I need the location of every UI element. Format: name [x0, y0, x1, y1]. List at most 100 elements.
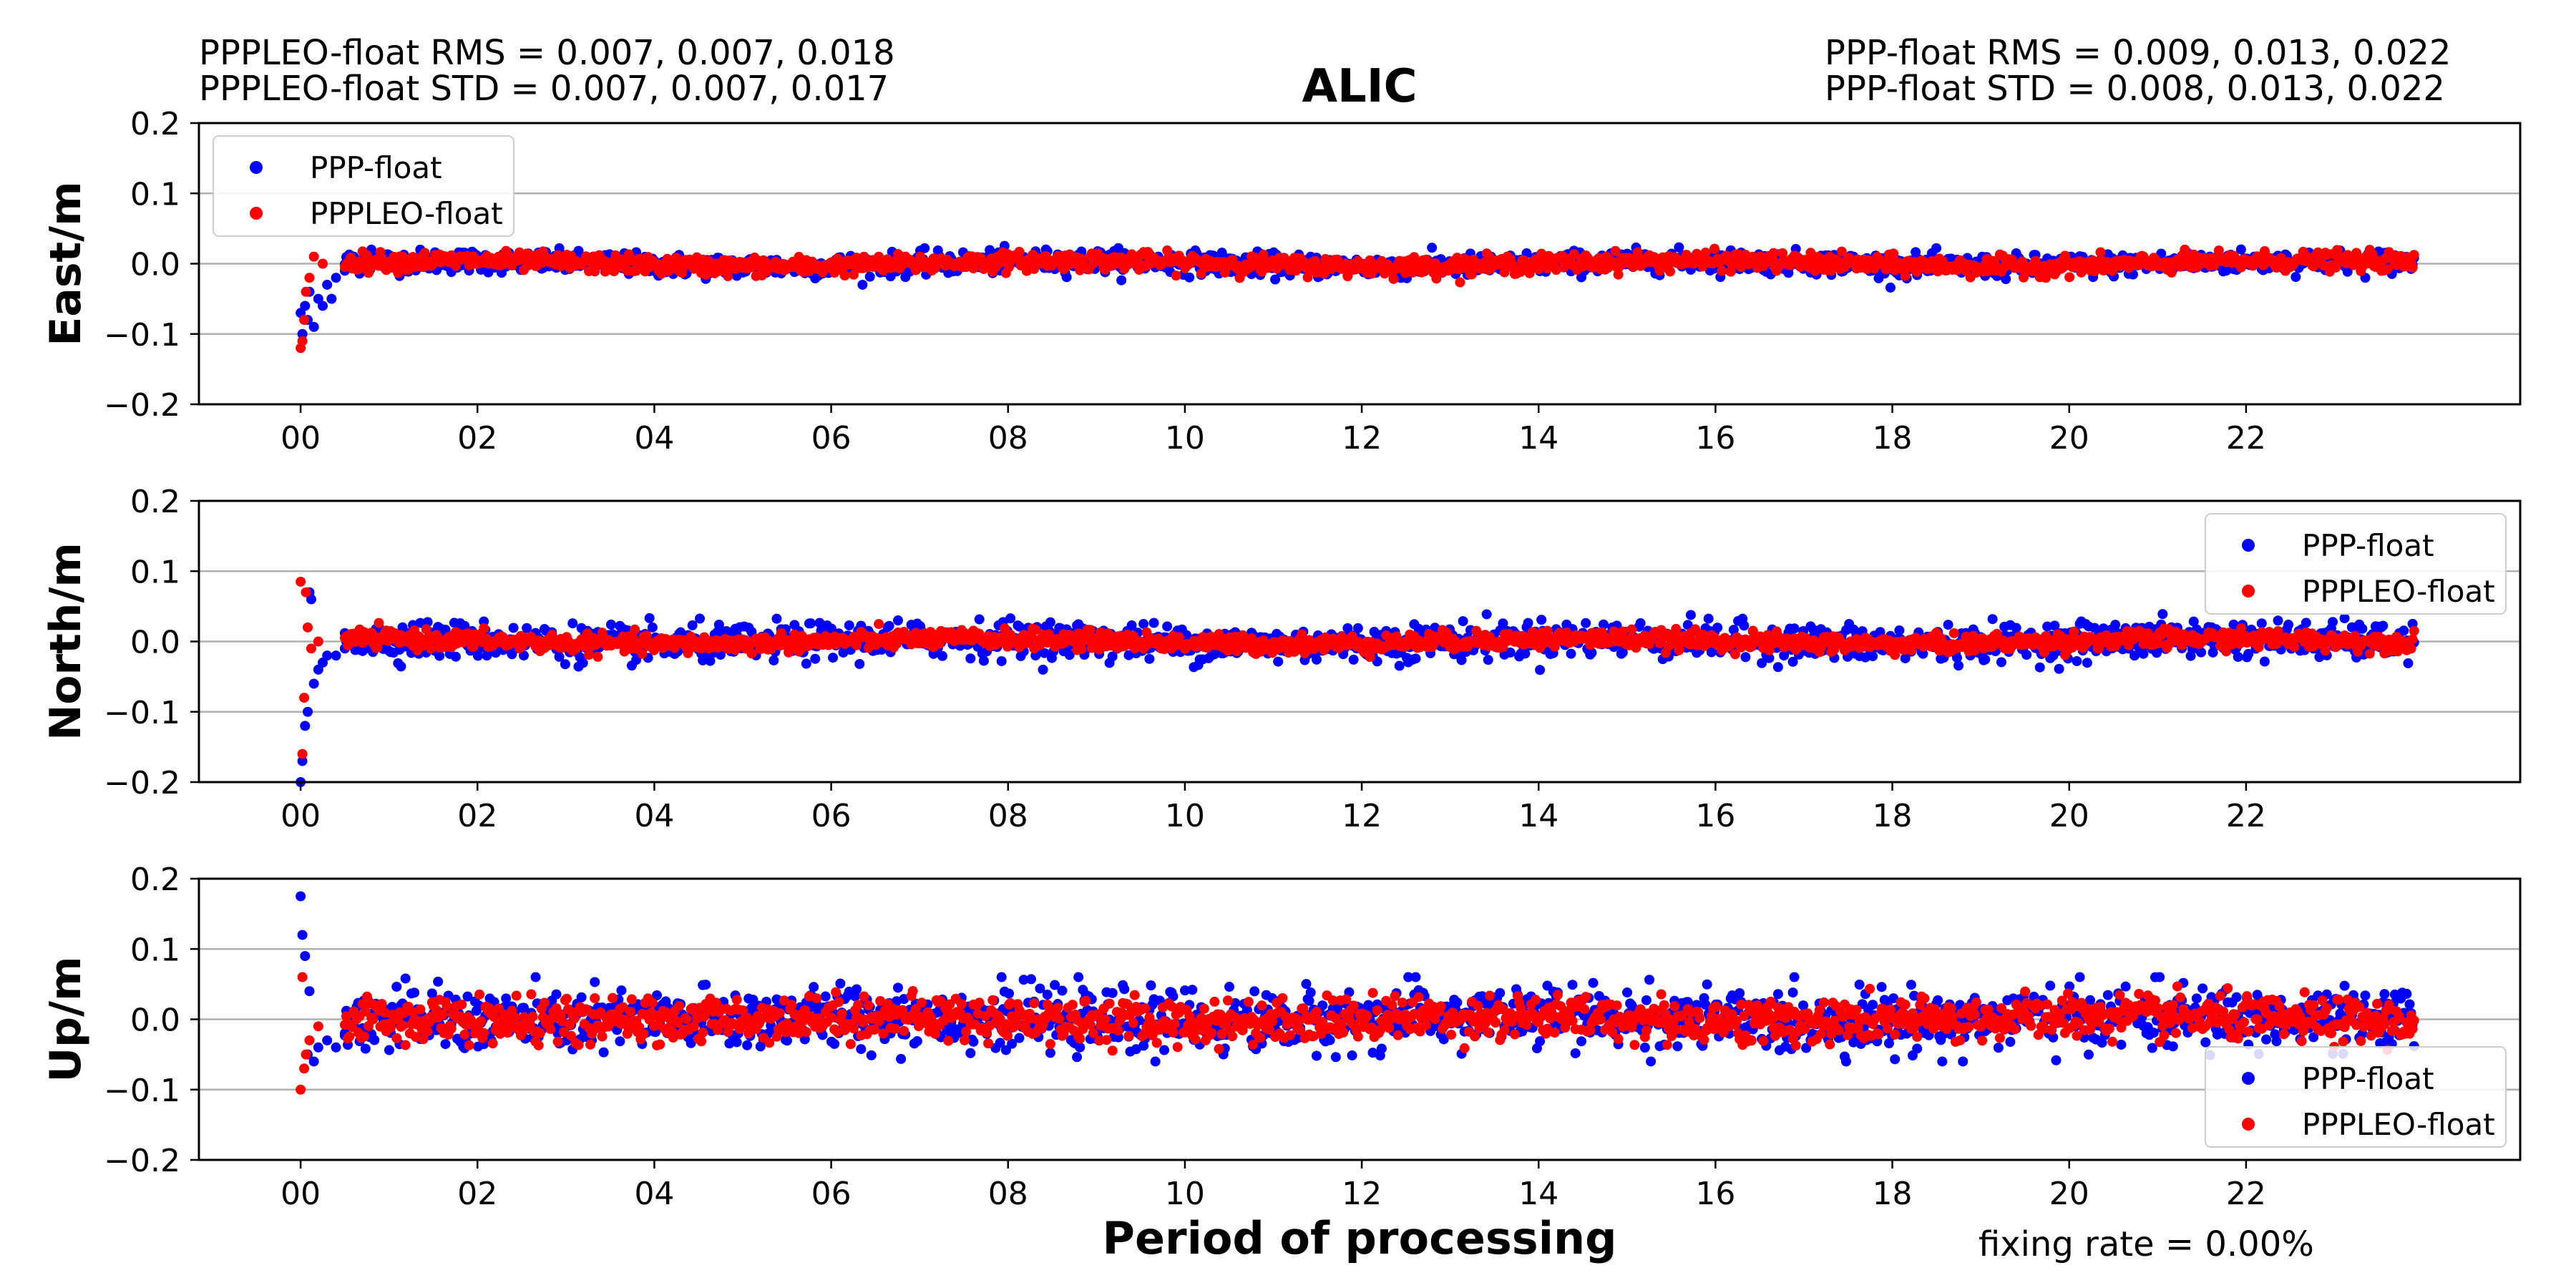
north-pppleo-point: [296, 576, 306, 587]
east-pppleo-point: [2166, 267, 2177, 278]
east-ppp-point: [1116, 275, 1127, 286]
north-ppp-point: [2301, 618, 2311, 628]
north-ppp-point: [1789, 623, 1800, 634]
east-xtick-label: 20: [2049, 420, 2089, 457]
north-ppp-point: [1635, 618, 1646, 628]
east-legend-label: PPP-float: [310, 150, 442, 185]
north-ppp-point: [322, 650, 333, 661]
east-ppp-point: [308, 321, 319, 332]
north-ppp-point: [1162, 621, 1173, 632]
east-ytick-label: 0.0: [130, 247, 180, 283]
north-ppp-point: [1894, 625, 1905, 635]
east-ytick-label: 0.1: [130, 176, 180, 213]
east-pppleo-point: [1388, 273, 1399, 284]
east-ppp-point: [318, 301, 328, 311]
east-pppleo-point: [2064, 272, 2075, 283]
north-ppp-point: [978, 655, 989, 666]
north-ppp-point: [1996, 657, 2006, 668]
north-pppleo-point: [303, 622, 313, 633]
north-ppp-point: [2082, 658, 2092, 668]
stats-ppp-std: PPP-float STD = 0.008, 0.013, 0.022: [1825, 69, 2445, 109]
north-ppp-point: [1943, 620, 1953, 630]
north-ppp-point: [1045, 617, 1055, 628]
north-ppp-point: [450, 651, 461, 662]
north-ppp-point: [2378, 620, 2389, 631]
east-ytick-label: −0.1: [104, 317, 180, 353]
north-ppp-point: [577, 658, 588, 668]
north-ppp-point: [2283, 620, 2294, 630]
north-ppp-point: [567, 618, 578, 629]
east-pppleo-point: [304, 273, 315, 283]
east-xtick-label: 08: [988, 420, 1028, 457]
north-ppp-point: [2157, 609, 2168, 620]
east-pppleo-point: [299, 315, 310, 326]
north-ppp-point: [2328, 617, 2338, 628]
north-ppp-point: [694, 613, 705, 624]
east-ytick-label: 0.2: [130, 106, 180, 142]
north-ppp-point: [605, 619, 616, 630]
east-pppleo-point: [839, 270, 850, 281]
north-ppp-point: [996, 655, 1007, 666]
north-points: [296, 576, 2419, 787]
stats-pppleo-std: PPPLEO-float STD = 0.007, 0.007, 0.017: [199, 69, 889, 109]
north-ppp-point: [2233, 652, 2243, 663]
east-ppp-point: [573, 245, 584, 256]
north-ppp-point: [844, 620, 854, 630]
north-ppp-point: [884, 620, 894, 631]
east-xtick-label: 22: [2226, 420, 2266, 457]
north-ppp-point: [2138, 648, 2149, 659]
east-pppleo-point: [1717, 265, 1727, 276]
east-ytick-label: −0.2: [104, 387, 180, 424]
north-ppp-point: [396, 661, 406, 672]
north-pppleo-point: [425, 643, 436, 654]
east-xtick-label: 12: [1342, 420, 1382, 457]
north-ppp-point: [828, 653, 839, 663]
north-pppleo-point: [374, 618, 384, 628]
north-ppp-point: [1352, 623, 1363, 633]
east-xtick-label: 10: [1165, 420, 1205, 457]
north-pppleo-point: [313, 636, 323, 647]
east-pppleo-point: [1171, 270, 1181, 281]
east-ppp-point: [1427, 243, 1438, 253]
north-ppp-point: [647, 622, 658, 633]
north-ppp-point: [2339, 613, 2350, 624]
north-ppp-point: [1868, 651, 1878, 662]
north-ppp-point: [1566, 648, 1576, 659]
north-ppp-point: [1523, 618, 1533, 628]
east-xtick-label: 14: [1518, 420, 1558, 457]
north-ppp-point: [1481, 609, 1492, 620]
east-pppleo-point: [2409, 250, 2419, 260]
north-pppleo-point: [301, 587, 311, 597]
north-ppp-point: [300, 721, 311, 731]
north-pppleo-point: [630, 624, 640, 635]
north-ppp-point: [1005, 613, 1016, 624]
north-ppp-point: [1144, 653, 1155, 664]
east-ppp-point: [2290, 272, 2301, 283]
north-ppp-point: [1740, 652, 1751, 663]
east-points: [296, 240, 2419, 353]
east-pppleo-point: [1709, 243, 1719, 254]
north-ppp-point: [1953, 660, 1964, 671]
north-ppp-point: [806, 618, 816, 629]
stats-ppp-rms: PPP-float RMS = 0.009, 0.013, 0.022: [1825, 33, 2451, 73]
east-pppleo-point: [859, 251, 869, 262]
north-ppp-point: [937, 650, 947, 661]
north-ppp-point: [2021, 650, 2032, 660]
north-ppp-point: [801, 658, 811, 669]
north-ppp-point: [331, 650, 341, 661]
north-ppp-point: [2054, 663, 2064, 674]
north-ppp-point: [1273, 656, 1284, 667]
north-ppp-point: [1483, 655, 1493, 665]
north-ppp-point: [1772, 662, 1783, 673]
east-ppp-point: [331, 273, 341, 283]
east-pppleo-point: [318, 258, 328, 269]
north-ppp-point: [560, 659, 570, 670]
north-ppp-point: [2034, 662, 2045, 673]
north-pppleo-point: [306, 643, 316, 654]
east-ylabel: East/m: [41, 181, 91, 346]
north-ppp-point: [2357, 623, 2368, 634]
north-pppleo-point: [297, 748, 308, 759]
north-ppp-point: [1535, 665, 1546, 675]
